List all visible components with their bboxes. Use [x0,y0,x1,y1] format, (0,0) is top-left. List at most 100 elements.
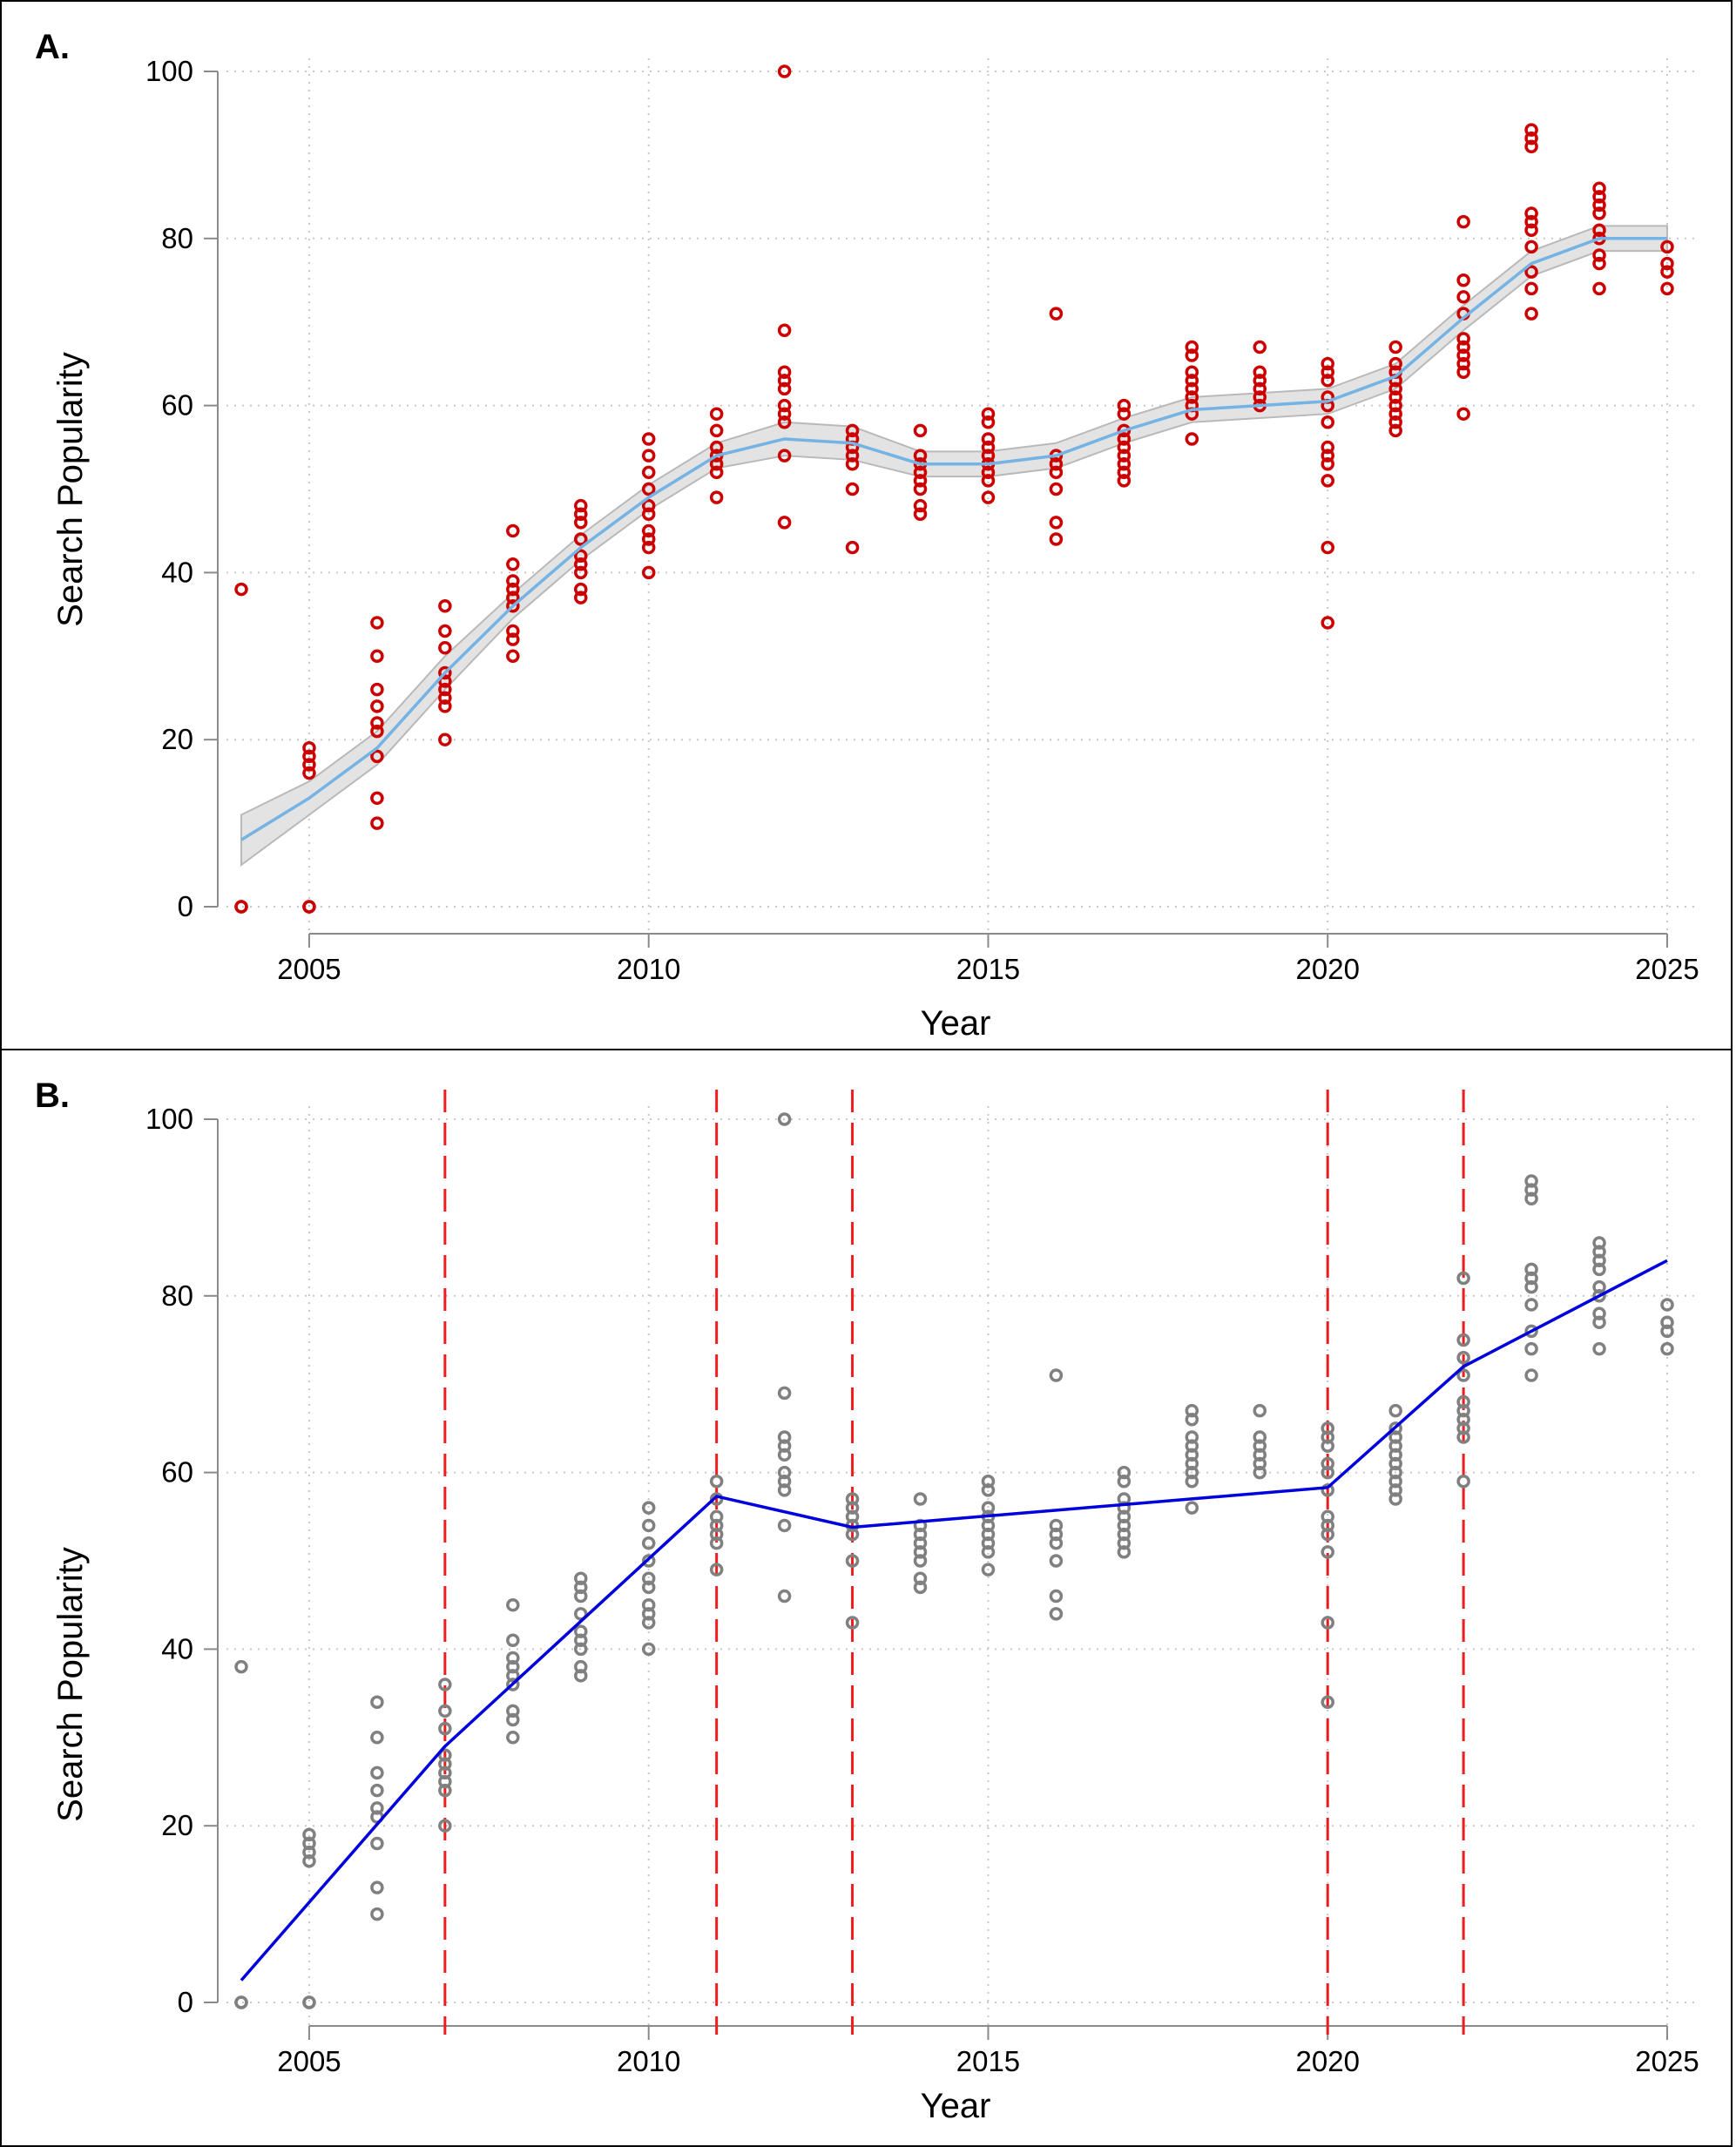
data-point [370,649,384,664]
data-point [913,1554,928,1568]
data-point [777,516,792,530]
data-point [913,474,928,488]
data-point [1185,365,1199,379]
data-point [1117,465,1131,480]
data-point [1185,1403,1199,1418]
data-point [506,1731,520,1745]
y-tick-label: 60 [161,1456,193,1489]
data-point [1321,474,1334,488]
data-point [981,449,996,462]
data-point [1388,415,1402,429]
y-tick-label: 100 [145,1103,193,1135]
data-point [1253,1456,1267,1471]
data-point [506,1597,520,1612]
data-point [777,1430,792,1444]
data-point [913,507,928,522]
data-point [1117,1545,1131,1559]
y-tick-label: 0 [178,1986,193,2018]
x-tick-label: 2025 [1635,953,1699,985]
data-point [981,407,996,421]
data-point [1456,348,1470,362]
data-point [1388,1421,1402,1435]
data-point [1592,206,1606,220]
data-point [1253,1430,1267,1444]
data-point [1524,131,1538,145]
y-tick-label: 20 [161,1809,193,1841]
data-point [641,532,656,546]
data-point [1456,340,1470,354]
data-point [574,516,588,530]
data-point [1388,356,1402,371]
data-point [1388,390,1402,404]
data-point [1388,1465,1402,1480]
data-point [1592,1236,1606,1250]
data-point [913,1571,928,1586]
y-tick-label: 40 [161,556,193,588]
data-point [777,1474,792,1489]
data-point [777,1465,792,1480]
panel-b: B. 0 20 40 60 80 100 2005 2010 2015 2020 2025 Year… [0,1049,1733,2147]
data-point [438,599,452,613]
data-point [709,465,724,480]
data-point [506,582,520,597]
data-point [506,632,520,646]
data-point [1117,1509,1131,1524]
points-a [234,64,1674,914]
data-point [1321,415,1334,429]
data-point [1592,1315,1606,1329]
data-point [1524,1174,1538,1188]
data-point [981,415,996,429]
data-point [1321,540,1334,555]
data-point [845,1527,860,1542]
data-point [641,1642,656,1657]
panel-a: A. 0 20 40 60 80 100 2005 2010 2015 2020 2025 Year… [0,0,1733,1050]
data-point [438,674,452,688]
y-tick-label: 60 [161,389,193,422]
data-point [777,1589,792,1603]
data-point [1185,1456,1199,1471]
data-point [1185,1448,1199,1462]
data-point [1456,1474,1470,1489]
data-point [1321,1430,1334,1444]
data-point [1388,407,1402,421]
data-point [1456,1430,1470,1444]
data-point [1321,374,1334,388]
data-point [1388,1448,1402,1462]
data-point [1388,1430,1402,1444]
data-point [641,1597,656,1612]
data-point [1185,432,1199,446]
data-point [1185,381,1199,396]
data-point [1524,1279,1538,1294]
data-point [1592,248,1606,262]
data-point [641,1571,656,1586]
data-point [641,1554,656,1568]
y-axis-title-b: Search Popularity [51,1547,90,1822]
grid-b [226,1106,1696,2026]
data-point [845,449,860,462]
data-point [1321,1456,1334,1471]
data-point [1049,1554,1064,1568]
x-tick-label: 2005 [277,2045,341,2077]
data-point [641,482,656,496]
data-point [1456,1271,1470,1286]
data-point [641,1518,656,1533]
data-point [777,1483,792,1497]
data-point [845,1616,860,1630]
data-point [1592,1279,1606,1294]
data-point [1388,423,1402,438]
data-point [1524,1341,1538,1356]
data-point [1185,1465,1199,1480]
data-point [777,374,792,388]
data-point [506,574,520,588]
data-point [1592,1306,1606,1320]
data-point [777,415,792,429]
data-point [1049,1589,1064,1603]
data-point [1117,440,1131,455]
data-point [1253,390,1267,404]
y-tick-label: 0 [178,890,193,922]
data-point [845,1501,860,1515]
data-point [1321,1439,1334,1453]
breakpoint-lines [443,1090,1465,2035]
data-point [1321,1527,1334,1542]
data-point [1524,1262,1538,1277]
